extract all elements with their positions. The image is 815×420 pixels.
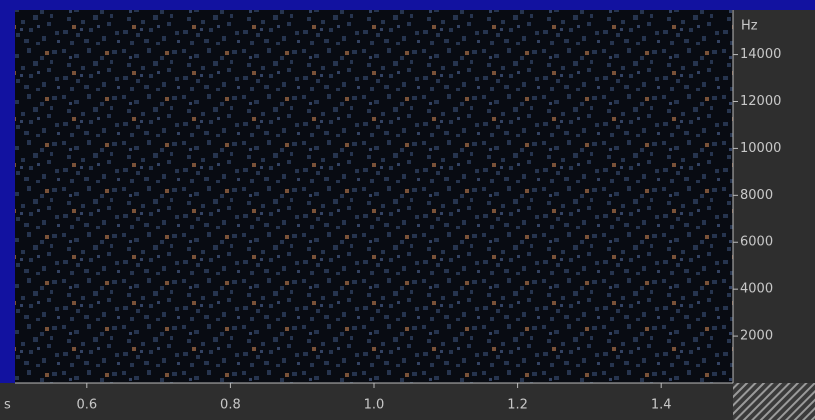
x-tick-label: 0.8 xyxy=(220,398,241,413)
x-tick-label: 1.4 xyxy=(651,398,672,413)
spectrogram-image xyxy=(15,10,733,383)
x-tick-label: 1.2 xyxy=(507,398,528,413)
x-tick-label: 0.6 xyxy=(76,398,97,413)
x-axis-label: s xyxy=(4,398,11,413)
corner xyxy=(733,383,815,420)
page: {"chart_data": {"type": "spectrogram", "… xyxy=(0,0,815,420)
y-axis-label: Hz xyxy=(741,19,758,34)
y-tick-label: 14000 xyxy=(740,47,781,62)
y-tick-label: 6000 xyxy=(740,235,773,250)
y-tick-label: 10000 xyxy=(740,141,781,156)
y-tick-label: 12000 xyxy=(740,94,781,109)
y-tick-label: 4000 xyxy=(740,282,773,297)
x-tick-label: 1.0 xyxy=(364,398,385,413)
y-tick-label: 8000 xyxy=(740,188,773,203)
y-tick-label: 2000 xyxy=(740,329,773,344)
spectrogram-view: s Hz 0.6 0.8 1.0 1.2 1.4 2000 4000 6000 8000 1000… xyxy=(0,0,815,420)
